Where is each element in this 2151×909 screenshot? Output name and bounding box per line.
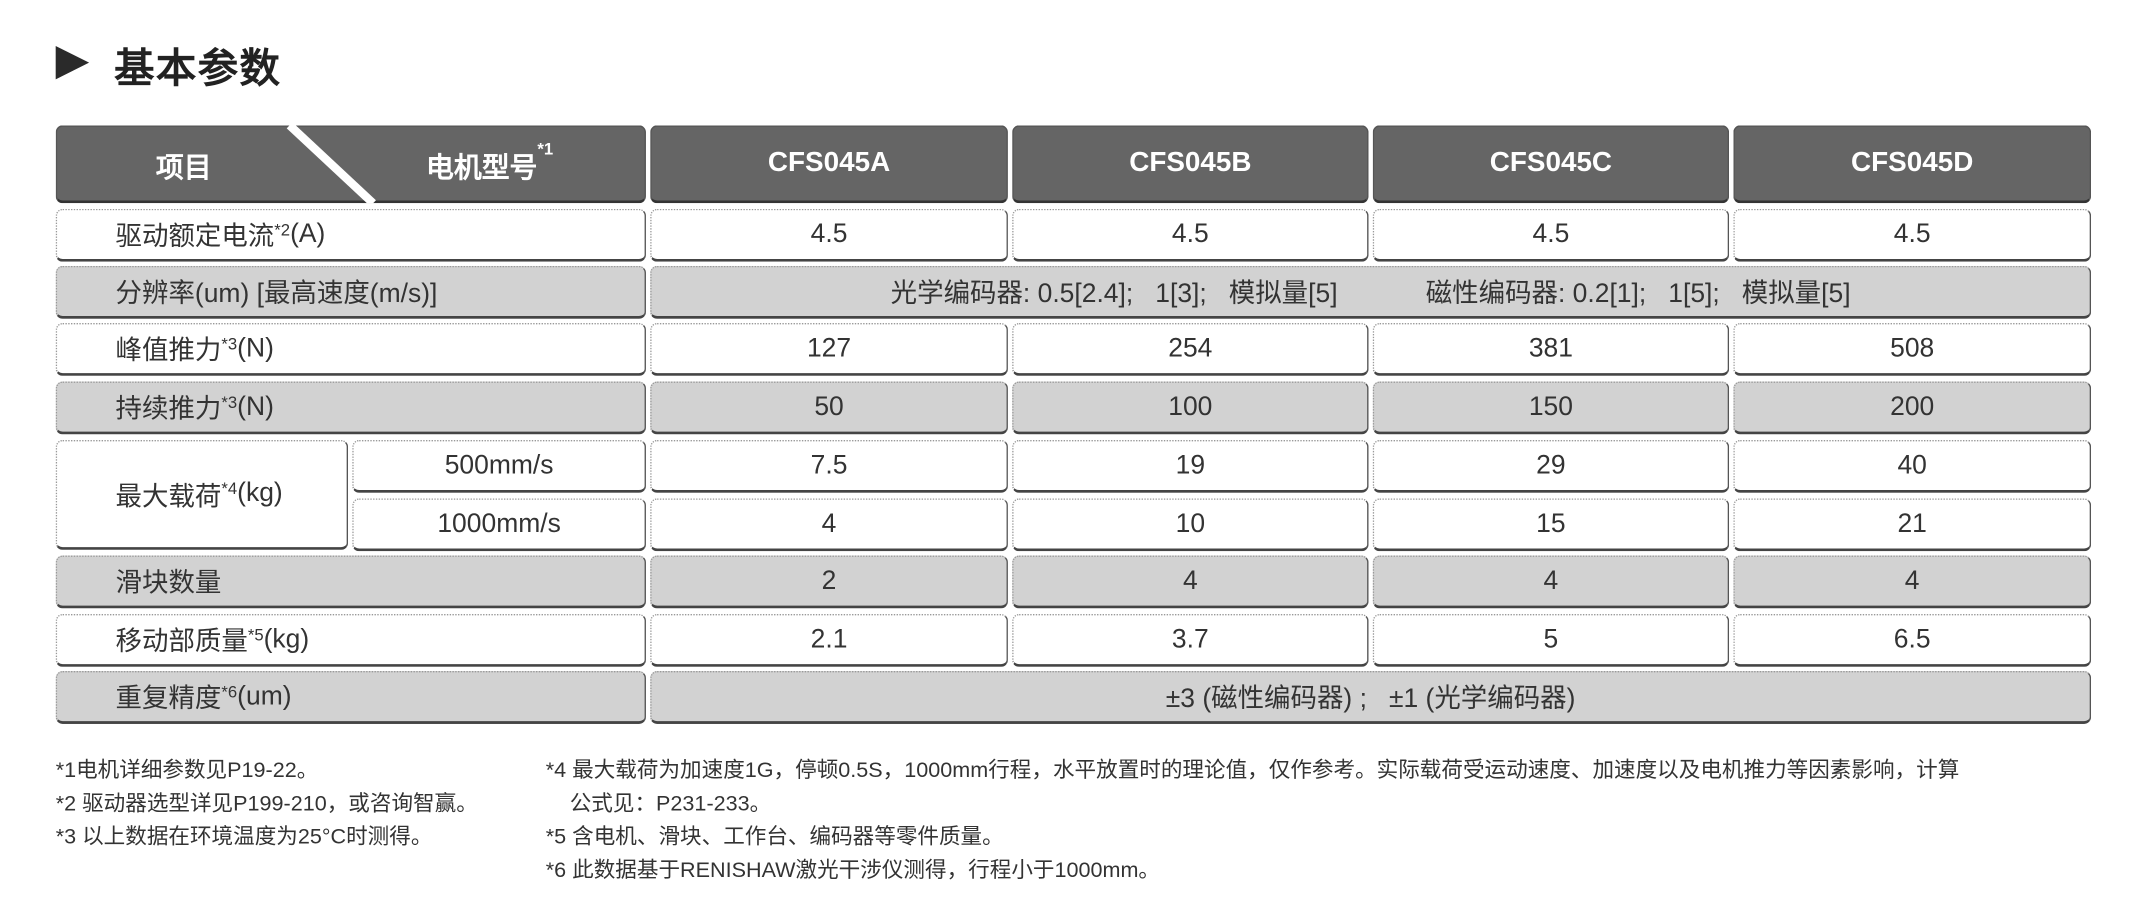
header-corner-cell [55,125,646,204]
row-label-text: 最大载荷 [115,482,222,512]
row-label: 重复精度 *6 (um) [55,671,646,724]
row-label-text: 峰值推力 [115,336,222,367]
value-cell: 508 [1733,322,2092,376]
value-cell: 4 [1733,555,2092,609]
value-cell: 150 [1372,381,1730,435]
row-label: 持续推力 *3 (N) [55,381,646,435]
value-cell: 4.5 [1372,208,1730,262]
value-cell: 381 [1372,322,1730,376]
diagonal-divider [286,125,376,204]
model-label-text: 电机型号 [426,153,538,184]
value-cell: 29 [1372,439,1730,493]
row-unit: (N) [237,333,274,363]
row-label: 最大载荷 *4 (kg) [55,439,349,550]
row-label-text: 驱动额定电流 [115,222,275,252]
header-corner: 项目 电机型号*1 [56,125,646,204]
value-cell: 50 [650,381,1008,435]
sub-row-label: 1000mm/s [352,498,646,552]
header-model-cfs045c: CFS045C [1372,125,1730,204]
value-cell: 127 [650,322,1008,376]
value-cell: 254 [1012,322,1369,376]
value-cell: 3.7 [1012,613,1369,667]
row-unit: (kg) [237,478,283,509]
value-cell: 40 [1733,439,2092,493]
value-cell: 5 [1372,613,1730,667]
row-unit: (kg) [263,624,310,654]
value-cell: 4 [650,498,1008,552]
value-cell: 100 [1012,381,1369,435]
triangle-arrow-icon [55,45,90,80]
row-label-text: 分辨率(um) [最高速度(m/s)] [115,279,438,310]
header-model-cfs045d: CFS045D [1733,125,2092,204]
header-model-cfs045b: CFS045B [1012,125,1369,204]
footnote: *4 最大载荷为加速度1G，停顿0.5S，1000mm行程，水平放置时的理论值，… [545,758,1960,783]
value-cell: 10 [1012,498,1369,552]
row-label: 峰值推力 *3 (N) [55,322,646,376]
row-label: 驱动额定电流 *2 (A) [55,208,646,262]
page-title: 基本参数 [114,47,282,92]
value-cell: 21 [1733,498,2092,552]
row-note: *3 [221,391,238,412]
row-note: *5 [247,624,264,644]
value-cell: 2 [650,555,1008,609]
row-note: *4 [221,478,238,499]
row-unit: (N) [237,391,274,422]
row-note: *6 [221,681,238,701]
value-cell: 7.5 [650,439,1008,493]
header-model-label: 电机型号*1 [426,139,553,185]
footnote: *3 以上数据在环境温度为25°C时测得。 [55,825,433,850]
footnote: *2 驱动器选型详见P199-210，或咨询智赢。 [55,792,478,816]
model-note: *1 [537,139,554,159]
row-unit: (A) [290,219,326,249]
header-item-label: 项目 [155,153,212,184]
footnote: *5 含电机、滑块、工作台、编码器等零件质量。 [545,825,1004,850]
row-label: 移动部质量 *5 (kg) [55,613,646,667]
value-cell: 15 [1372,498,1730,552]
row-label: 分辨率(um) [最高速度(m/s)] [55,265,646,319]
value-cell: 4 [1012,555,1369,609]
footnote: *1电机详细参数见P19-22。 [55,758,319,783]
row-span-value: 光学编码器: 0.5[2.4]; 1[3]; 模拟量[5] 磁性编码器: 0.2… [650,265,2092,319]
row-label-text: 持续推力 [115,395,222,425]
row-note: *3 [221,333,238,353]
row-label: 滑块数量 [55,555,646,609]
row-span-value: ±3 (磁性编码器) ; ±1 (光学编码器) [650,671,2092,724]
value-cell: 6.5 [1733,613,2092,667]
row-label-text: 移动部质量 [115,627,248,658]
value-cell: 200 [1733,381,2092,435]
value-cell: 4.5 [1733,208,2092,262]
footnote: *6 此数据基于RENISHAW激光干涉仪测得，行程小于1000mm。 [545,858,1161,883]
value-cell: 2.1 [650,613,1008,667]
sub-row-label: 500mm/s [352,439,646,493]
value-cell: 4.5 [1012,208,1369,262]
footnote: 公式见：P231-233。 [545,792,772,816]
header-model-cfs045a: CFS045A [650,125,1008,204]
value-cell: 4.5 [650,208,1008,262]
value-cell: 4 [1372,555,1730,609]
row-label-text: 滑块数量 [115,569,222,599]
row-label-text: 重复精度 [115,684,222,715]
row-note: *2 [274,219,291,239]
value-cell: 19 [1012,439,1369,493]
row-unit: (um) [237,681,292,711]
